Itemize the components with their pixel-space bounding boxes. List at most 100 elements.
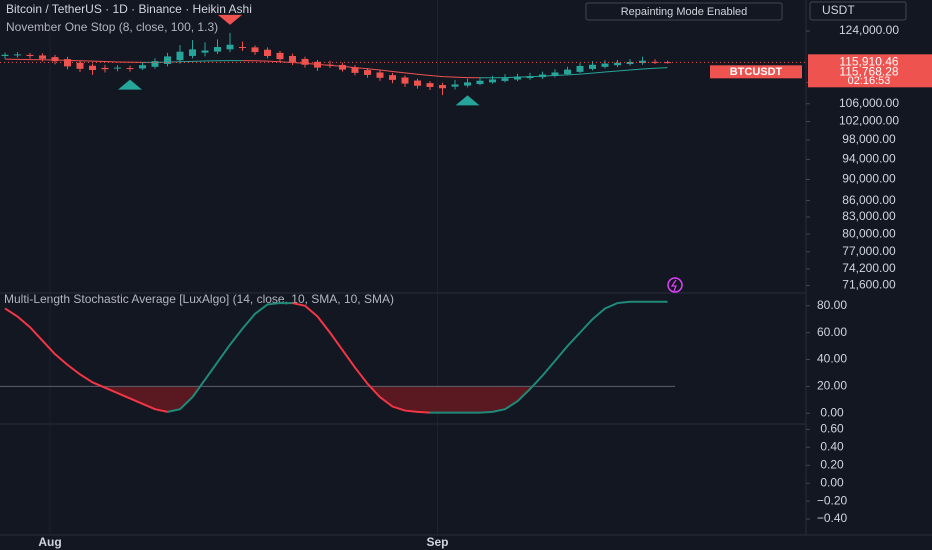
currency-text: USDT <box>822 3 855 17</box>
price-tick-label: 71,600.00 <box>842 278 896 292</box>
candle-body <box>589 64 596 69</box>
oscillator-line <box>167 302 293 413</box>
candle-body <box>564 69 571 75</box>
candle-body <box>339 64 346 70</box>
price-tick-label: 80,000.00 <box>842 226 896 240</box>
price-tick-label: 98,000.00 <box>842 132 896 146</box>
candle-body <box>139 65 146 69</box>
candle-body <box>26 54 34 57</box>
candle-body <box>164 56 171 64</box>
candle-body <box>426 83 434 87</box>
last-price-label: 115,910.46 <box>839 54 898 68</box>
oscillator-title: Multi-Length Stochastic Average [LuxAlgo… <box>4 292 394 306</box>
candle-body <box>489 79 496 83</box>
osc-tick-label: 0.00 <box>820 405 844 419</box>
candle-body <box>151 61 159 67</box>
countdown-label: 02:16:53 <box>848 75 891 87</box>
candle-body <box>376 72 384 78</box>
candle-body <box>226 44 234 50</box>
alert-icon[interactable] <box>667 277 683 293</box>
time-tick-label: Aug <box>38 535 61 549</box>
candle-body <box>51 57 59 62</box>
candle-body <box>201 50 209 53</box>
osc-tick-label: 80.00 <box>817 298 847 312</box>
price-tag-box <box>808 54 932 88</box>
candle-body <box>639 60 646 63</box>
candle-body <box>651 61 659 63</box>
overlay-line <box>242 60 481 79</box>
candle-body <box>626 61 634 64</box>
candle-body <box>264 49 271 57</box>
candle-body <box>364 70 371 75</box>
candle-body <box>351 67 359 73</box>
candle-body <box>239 46 246 48</box>
price-tick-label: 94,000.00 <box>842 152 896 166</box>
oscillator-line <box>430 300 668 414</box>
price-tick-label: 90,000.00 <box>842 172 896 186</box>
candle-body <box>514 76 521 80</box>
candle-body <box>276 52 284 60</box>
osc-tick-label: 40.00 <box>817 352 847 366</box>
candle-body <box>126 68 134 70</box>
candle-body <box>551 72 559 76</box>
candle-body <box>176 51 184 61</box>
buy-signal <box>455 95 480 106</box>
buy-signal <box>118 79 142 90</box>
third-tick-label: −0.40 <box>817 511 848 525</box>
candle-body <box>501 78 509 81</box>
symbol-title: Bitcoin / TetherUS · 1D · Binance · Heik… <box>6 2 252 16</box>
candle-body <box>601 63 609 67</box>
candle-body <box>614 62 621 66</box>
candle-body <box>14 54 21 56</box>
candle-body <box>401 77 409 84</box>
overlay-title: November One Stop (8, close, 100, 1.3) <box>6 20 218 34</box>
price-tick-label: 77,000.00 <box>842 244 896 258</box>
overlay-line <box>4 58 143 63</box>
candle-body <box>464 82 471 86</box>
mode-badge[interactable] <box>585 2 783 21</box>
price-tick-label: 83,000.00 <box>842 209 896 223</box>
candle-body <box>114 67 121 69</box>
osc-tick-label: 60.00 <box>817 325 847 339</box>
candle-body <box>189 49 196 56</box>
candle-body <box>451 84 459 87</box>
candle-body <box>101 67 109 70</box>
candle-body <box>251 47 259 53</box>
time-tick-label: Sep <box>426 535 448 549</box>
mode-badge-text: Repainting Mode Enabled <box>621 6 748 18</box>
candle-body <box>214 47 221 52</box>
candle-body <box>1 54 9 57</box>
price-tick-label: 74,200.00 <box>842 261 896 275</box>
candle-body <box>414 80 421 86</box>
oscillator-line <box>4 307 168 413</box>
osc-tick-label: 20.00 <box>817 379 847 393</box>
overlay-line <box>142 60 243 63</box>
candle-body <box>439 85 446 89</box>
price-tick-label: 102,000.00 <box>839 114 899 128</box>
candle-body <box>576 65 584 72</box>
third-tick-label: 0.20 <box>820 457 844 471</box>
candle-body <box>389 75 396 80</box>
price-tick-label: 124,000.00 <box>839 23 899 37</box>
candle-body <box>76 62 84 69</box>
currency-button[interactable] <box>809 1 907 21</box>
symbol-tag-box <box>710 65 802 79</box>
candle-body <box>289 56 296 62</box>
oversold-fill <box>5 386 668 413</box>
price-tick-label: 86,000.00 <box>842 193 896 207</box>
alert-bolt <box>670 279 677 292</box>
candle-body <box>39 55 46 59</box>
symbol-tag: BTCUSDT <box>730 66 783 78</box>
third-tick-label: 0.40 <box>820 439 844 453</box>
sell-signal <box>218 14 242 25</box>
overlay-line <box>480 67 668 79</box>
third-tick-label: 0.60 <box>820 422 844 436</box>
candle-body <box>89 65 96 71</box>
oscillator-line <box>292 302 431 414</box>
candle-body <box>64 59 71 67</box>
candle-body <box>664 62 671 64</box>
third-tick-label: −0.20 <box>817 493 848 507</box>
